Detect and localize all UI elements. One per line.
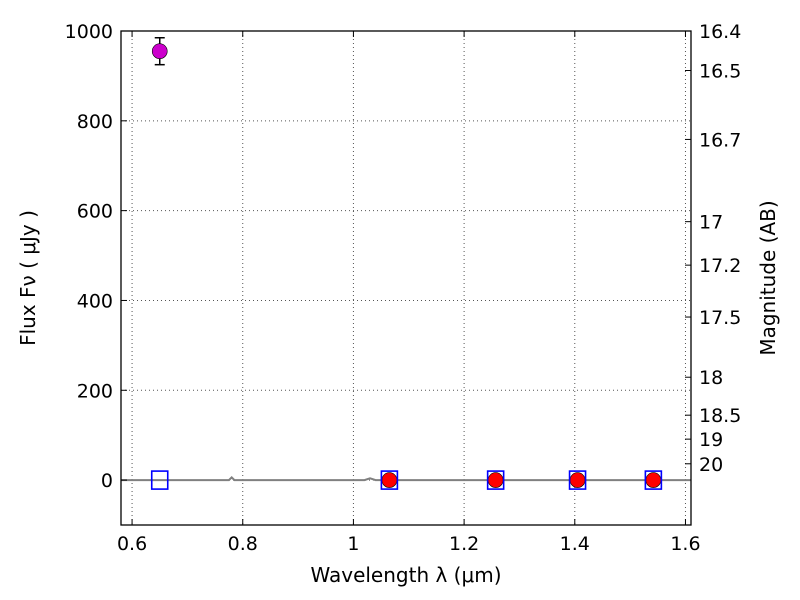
y2-tick-label: 17.2 — [699, 255, 741, 277]
x-tick-label: 1 — [347, 533, 359, 555]
y2-tick-label: 20 — [699, 454, 723, 476]
x-tick-label: 0.8 — [228, 533, 258, 555]
x-axis-label: Wavelength λ (μm) — [310, 563, 501, 587]
observed-point — [569, 472, 586, 488]
observed-point — [381, 472, 398, 488]
y-tick-label: 1000 — [65, 21, 113, 43]
y2-tick-label: 16.5 — [699, 61, 741, 83]
model-photometry-marker — [568, 470, 587, 490]
model-photometry-marker — [486, 470, 505, 490]
observed-point — [487, 472, 504, 488]
x-tick-label: 1.2 — [449, 533, 479, 555]
y-tick-label: 400 — [77, 290, 113, 312]
y-tick-label: 200 — [77, 380, 113, 402]
y-tick-label: 800 — [77, 111, 113, 133]
x-tick-label: 1.6 — [670, 533, 700, 555]
y-tick-label: 600 — [77, 201, 113, 223]
y2-tick-label: 19 — [699, 429, 723, 451]
tick-layer: 0.6 0.8 1 1.2 1.4 1.6 0 200 400 600 800 1000 16.4 16.… — [65, 21, 742, 555]
x-tick-label: 1.4 — [560, 533, 590, 555]
spectrum-line — [121, 476, 691, 482]
y2-tick-label: 16.7 — [699, 129, 741, 151]
model-photometry-marker — [150, 470, 169, 490]
model-photometry-marker — [644, 470, 663, 490]
model-photometry-marker — [380, 470, 399, 490]
y2-tick-label: 18 — [699, 367, 723, 389]
y2-axis-label: Magnitude (AB) — [756, 200, 780, 355]
plot-frame — [120, 30, 692, 526]
grid-layer — [121, 30, 691, 525]
y2-tick-label: 17.5 — [699, 307, 741, 329]
y2-tick-label: 18.5 — [699, 405, 741, 427]
x-tick-label: 0.6 — [117, 533, 147, 555]
y2-tick-label: 16.4 — [699, 21, 741, 43]
observed-point — [151, 43, 168, 60]
y-tick-label: 0 — [101, 470, 113, 492]
y-axis-label: Flux Fν ( μJy ) — [16, 210, 40, 346]
data-layer — [121, 36, 691, 490]
observed-point — [645, 472, 662, 488]
y2-tick-label: 17 — [699, 212, 723, 234]
